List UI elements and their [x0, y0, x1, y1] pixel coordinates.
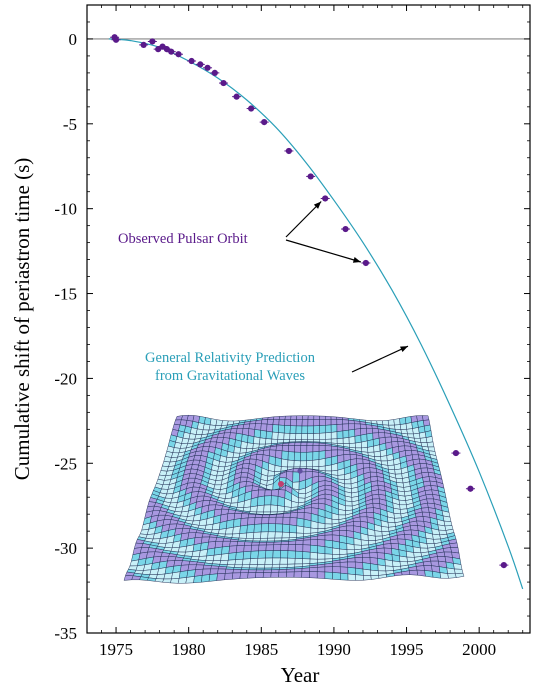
x-tick-label: 1995: [390, 640, 424, 659]
data-point: [246, 105, 256, 112]
data-point: [187, 57, 197, 65]
arrow-to-observed-2: [285, 239, 362, 263]
observed-points: [110, 34, 509, 569]
data-point: [203, 64, 213, 71]
annotations: Observed Pulsar Orbit General Relativity…: [118, 201, 409, 384]
plot-frame: [86, 4, 531, 634]
x-tick-label: 1985: [244, 640, 278, 659]
star-icon: [278, 481, 284, 487]
arrow-to-observed-1: [285, 201, 322, 238]
data-point: [451, 449, 461, 457]
prediction-annotation-line2: from Gravitational Waves: [155, 368, 305, 384]
data-point: [320, 195, 330, 202]
data-point: [361, 259, 371, 267]
x-tick-labels: 1975 1980 1985 1990 1995 2000: [99, 640, 496, 659]
x-tick-label: 1975: [99, 640, 133, 659]
data-point: [166, 48, 176, 55]
data-point: [259, 119, 269, 126]
y-tick-label: -5: [63, 115, 77, 134]
x-tick-label: 1980: [172, 640, 206, 659]
spacetime-ripple-mesh: [123, 414, 465, 584]
prediction-annotation-line1: General Relativity Prediction: [145, 350, 316, 366]
data-point: [306, 173, 316, 180]
ticks: [86, 4, 530, 634]
y-tick-label: -15: [54, 285, 77, 304]
data-point: [210, 69, 220, 76]
y-tick-label: -30: [54, 539, 77, 558]
y-tick-labels: 0 -5 -10 -15 -20 -25 -30 -35: [54, 30, 77, 643]
data-point: [174, 51, 184, 58]
arrow-to-prediction: [351, 345, 409, 373]
data-point: [499, 562, 509, 569]
data-point: [147, 38, 157, 45]
data-point: [341, 225, 351, 233]
y-tick-label: -20: [54, 369, 77, 388]
data-point: [465, 485, 475, 492]
data-point: [139, 41, 149, 48]
x-tick-label: 2000: [462, 640, 496, 659]
y-tick-label: -25: [54, 454, 77, 473]
data-point: [284, 147, 294, 155]
data-point: [195, 61, 205, 68]
data-point: [111, 36, 121, 43]
y-tick-label: 0: [69, 30, 78, 49]
star-icon: [297, 468, 303, 474]
x-axis-title: Year: [281, 663, 320, 687]
observed-annotation-label: Observed Pulsar Orbit: [118, 231, 248, 247]
y-tick-label: -35: [54, 624, 77, 643]
data-point: [219, 79, 229, 87]
x-tick-label: 1990: [317, 640, 351, 659]
data-point: [232, 93, 242, 100]
y-axis-title: Cumulative shift of periastron time (s): [10, 158, 34, 481]
y-tick-label: -10: [54, 200, 77, 219]
